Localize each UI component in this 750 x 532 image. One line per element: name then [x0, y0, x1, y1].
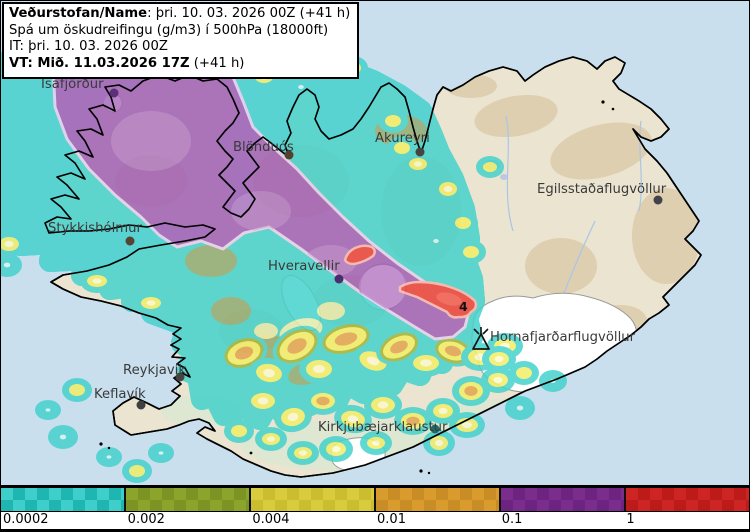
forecast-info-box: Veðurstofan/Name: þri. 10. 03. 2026 00Z … — [2, 2, 360, 79]
legend-value: 0.0002 — [3, 512, 49, 527]
legend-value: 0.004 — [252, 512, 290, 527]
info-line-product: Spá um öskudreifingu (g/m3) í 500hPa (18… — [9, 22, 329, 38]
legend-value: 1 — [626, 512, 635, 527]
legend-swatch-0.1 — [499, 488, 624, 511]
rivers — [505, 115, 642, 302]
info-line-it: IT: þri. 10. 03. 2026 00Z — [9, 39, 168, 55]
legend-label-row: 0.0002 0.002 0.004 0.01 0.1 1 — [1, 512, 749, 529]
legend-value: 0.01 — [377, 512, 406, 527]
legend-swatch-0.0002 — [1, 488, 124, 511]
legend-swatch-row — [1, 488, 749, 512]
legend-swatch-0.01 — [374, 488, 499, 511]
info-line-issued: Veðurstofan/Name: þri. 10. 03. 2026 00Z … — [9, 6, 351, 21]
legend-value: 0.1 — [501, 512, 523, 527]
offshore-islets — [99, 100, 615, 475]
legend-swatch-1 — [624, 488, 749, 511]
concentration-legend: 0.0002 0.002 0.004 0.01 0.1 1 — [1, 485, 749, 531]
legend-swatch-0.002 — [124, 488, 249, 511]
legend-swatch-0.004 — [249, 488, 374, 511]
info-line-vt: VT: Mið. 11.03.2026 17Z (+41 h) — [9, 55, 245, 71]
legend-value: 0.002 — [127, 512, 165, 527]
